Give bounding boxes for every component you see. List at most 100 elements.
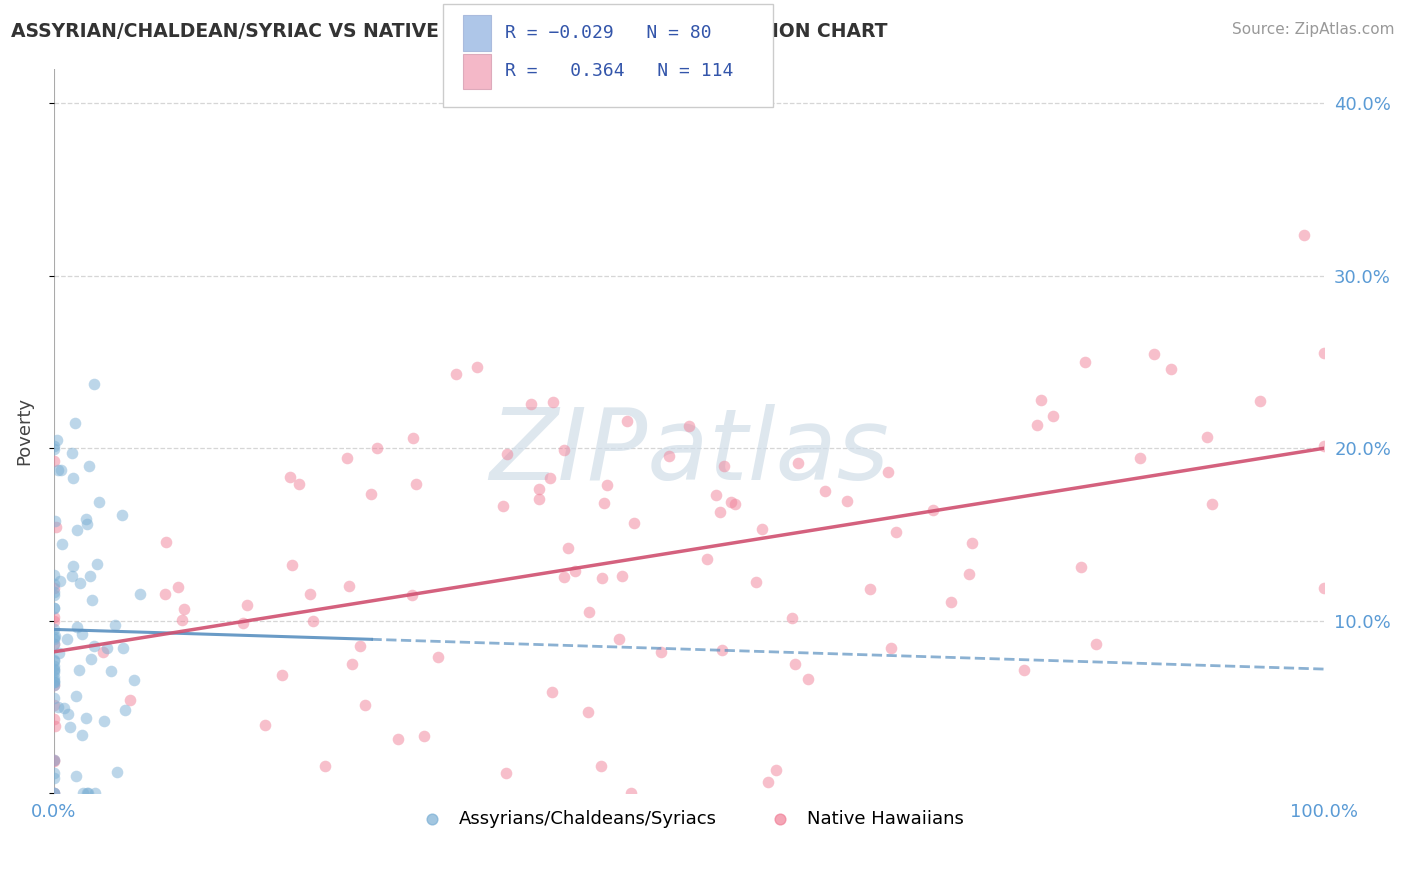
Point [105, 765, 128, 780]
Point [520, 397, 543, 411]
Point [880, 640, 903, 655]
Point [42, 439, 65, 453]
Point [553, 570, 575, 584]
Point [53, 701, 76, 715]
Point [1012, 663, 1035, 677]
Point [63, 417, 86, 431]
Point [42, 712, 65, 726]
Point [44, 670, 66, 684]
Point [42, 581, 65, 595]
Point [42, 610, 65, 624]
Point [112, 641, 135, 656]
Point [1143, 347, 1166, 361]
Point [77, 459, 100, 474]
Point [44, 719, 66, 733]
Point [93, 714, 115, 728]
Point [610, 568, 633, 582]
Point [696, 552, 718, 566]
Point [783, 657, 806, 671]
Point [80, 593, 103, 607]
Point [314, 758, 336, 772]
Point [153, 587, 176, 601]
Point [42, 755, 65, 769]
Point [42, 454, 65, 468]
Text: ZIPatlas: ZIPatlas [489, 404, 889, 501]
Point [83, 786, 105, 800]
Point [42, 691, 65, 706]
Point [67, 663, 90, 677]
Point [253, 718, 276, 732]
Point [86, 557, 108, 571]
Point [42, 601, 65, 615]
Point [538, 471, 561, 485]
Point [45, 433, 67, 447]
Point [713, 458, 735, 473]
Point [1201, 497, 1223, 511]
Point [1074, 355, 1097, 369]
Point [236, 599, 259, 613]
Point [298, 587, 321, 601]
Point [1249, 394, 1271, 409]
Point [232, 615, 254, 630]
Point [387, 732, 409, 747]
Point [402, 431, 425, 445]
Point [553, 442, 575, 457]
Point [270, 667, 292, 681]
Point [591, 759, 613, 773]
Point [44, 514, 66, 528]
Point [623, 516, 645, 530]
Point [814, 484, 837, 499]
Point [1025, 417, 1047, 432]
Point [120, 693, 142, 707]
Point [45, 520, 67, 534]
Point [48, 646, 70, 660]
Point [360, 486, 382, 500]
Point [42, 659, 65, 673]
Point [42, 674, 65, 689]
Point [405, 476, 427, 491]
Point [962, 536, 984, 550]
Point [76, 516, 98, 531]
Point [529, 483, 551, 497]
Point [42, 631, 65, 645]
Point [650, 645, 672, 659]
Point [42, 786, 65, 800]
Point [42, 753, 65, 767]
Point [70, 627, 93, 641]
Point [495, 447, 517, 461]
Point [76, 786, 98, 800]
Point [55, 632, 77, 647]
Point [42, 771, 65, 785]
Point [281, 558, 304, 572]
Point [1313, 439, 1336, 453]
Point [122, 673, 145, 688]
Point [42, 786, 65, 800]
Point [751, 522, 773, 536]
Point [1070, 560, 1092, 574]
Legend: Assyrians/Chaldeans/Syriacs, Native Hawaiians: Assyrians/Chaldeans/Syriacs, Native Hawa… [406, 803, 972, 835]
Point [465, 360, 488, 375]
Point [42, 637, 65, 651]
Point [91, 645, 114, 659]
Point [859, 582, 882, 596]
Point [49, 574, 72, 589]
Point [1195, 430, 1218, 444]
Point [114, 703, 136, 717]
Point [66, 619, 89, 633]
Point [1292, 228, 1315, 243]
Point [288, 476, 311, 491]
Point [576, 705, 599, 719]
Point [129, 587, 152, 601]
Point [80, 652, 103, 666]
Point [42, 585, 65, 599]
Point [42, 576, 65, 591]
Point [42, 786, 65, 800]
Point [111, 508, 134, 522]
Point [46, 700, 69, 714]
Point [104, 618, 127, 632]
Point [62, 471, 84, 485]
Point [42, 675, 65, 690]
Point [59, 719, 82, 733]
Point [42, 637, 65, 651]
Point [720, 495, 742, 509]
